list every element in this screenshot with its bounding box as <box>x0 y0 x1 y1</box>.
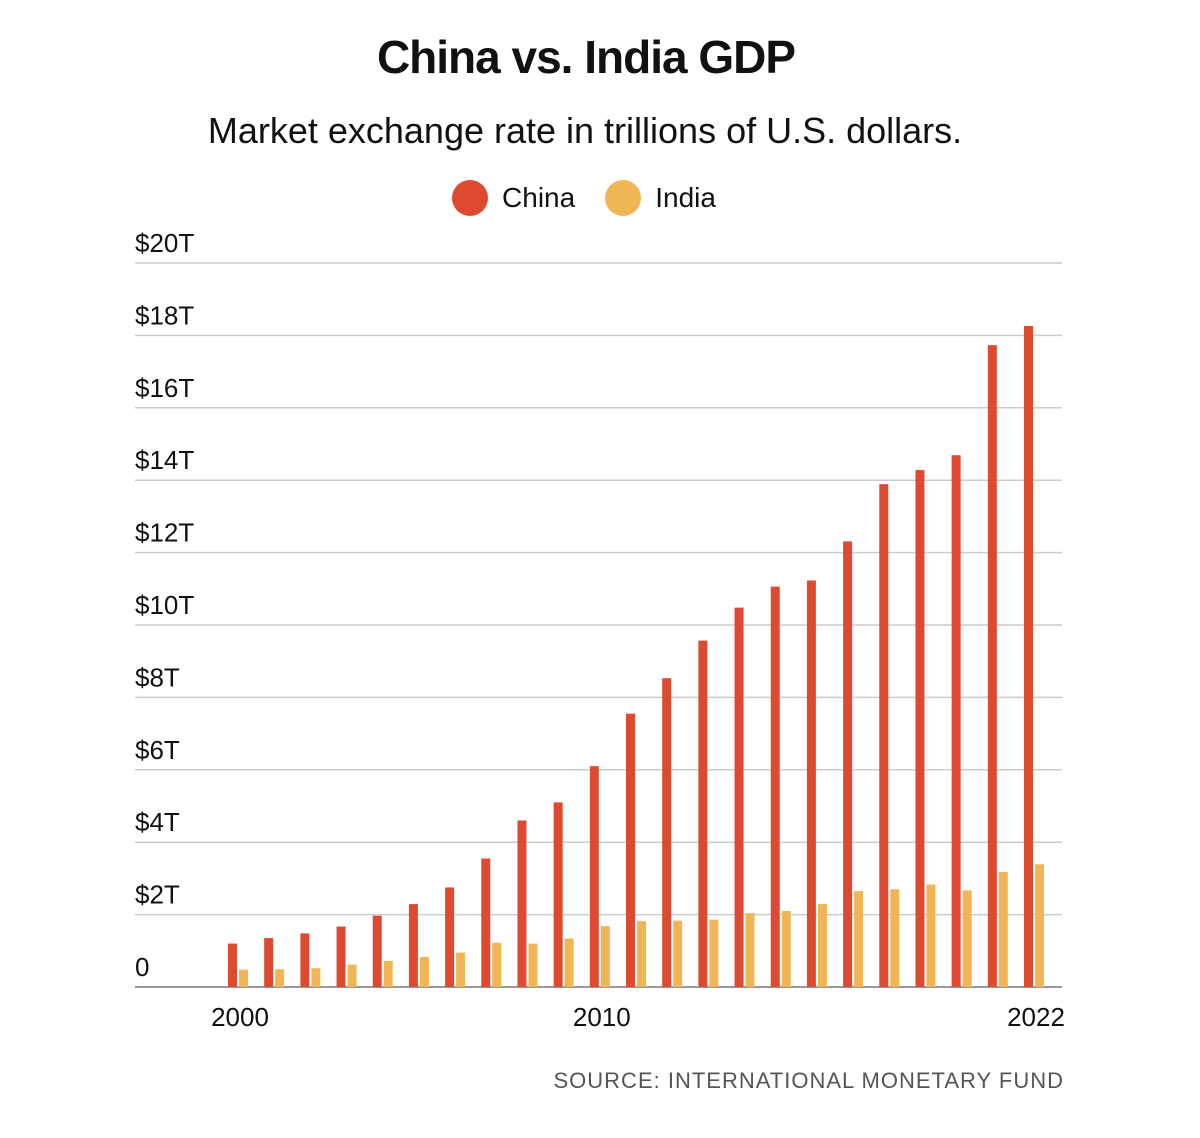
bar-china-2003 <box>336 926 346 987</box>
y-tick-label: 0 <box>135 952 149 982</box>
bar-china-2004 <box>372 915 382 987</box>
bar-china-2005 <box>408 904 418 987</box>
bar-china-2010 <box>589 766 599 987</box>
x-tick-label: 2010 <box>573 1002 631 1032</box>
bar-china-2002 <box>300 933 310 987</box>
y-tick-label: $20T <box>135 228 194 258</box>
bar-india-2010 <box>600 926 610 987</box>
bar-india-2000 <box>239 969 248 987</box>
y-tick-label: $18T <box>135 300 194 330</box>
legend-swatch-china <box>452 180 489 216</box>
bar-china-2022 <box>1024 325 1033 987</box>
bar-india-2009 <box>564 938 574 987</box>
bar-india-2007 <box>492 942 502 987</box>
bar-india-2016 <box>817 904 827 987</box>
bar-china-2020 <box>951 455 961 987</box>
bar-india-2004 <box>383 960 393 987</box>
chart-title: China vs. India GDP <box>376 31 796 83</box>
bar-india-2012 <box>673 920 683 987</box>
bar-china-2009 <box>553 802 563 987</box>
bar-china-2011 <box>626 713 635 987</box>
y-tick-label: $12T <box>135 518 194 548</box>
bar-china-2006 <box>445 887 455 987</box>
chart-legend: China India <box>0 180 1180 216</box>
bar-china-2016 <box>806 580 816 987</box>
bar-china-2013 <box>698 640 708 987</box>
bar-china-2017 <box>843 541 853 987</box>
bar-india-2008 <box>528 943 538 987</box>
legend-item-india: India <box>605 180 716 216</box>
y-tick-label: $16T <box>135 373 194 403</box>
source-note: SOURCE: INTERNATIONAL MONETARY FUND <box>553 1068 1064 1093</box>
bar-india-2003 <box>347 964 357 987</box>
legend-label-china: China <box>502 182 576 213</box>
bar-india-2013 <box>709 919 719 987</box>
bar-china-2021 <box>987 345 997 987</box>
bar-india-2011 <box>637 921 646 987</box>
bar-china-2001 <box>264 938 274 987</box>
x-tick-label: 2022 <box>1007 1002 1065 1032</box>
bar-india-2015 <box>781 910 791 987</box>
bar-china-2008 <box>517 820 527 987</box>
bar-india-2002 <box>311 968 321 987</box>
bar-china-2018 <box>879 484 889 987</box>
bar-india-2005 <box>419 956 429 987</box>
bar-india-2018 <box>890 889 900 987</box>
y-tick-label: $4T <box>135 807 180 837</box>
bar-india-2014 <box>745 913 755 987</box>
legend-swatch-india <box>605 180 642 216</box>
bar-china-2007 <box>481 858 491 987</box>
legend-item-china: China <box>452 180 575 216</box>
bar-china-2019 <box>915 470 925 988</box>
x-tick-label: 2000 <box>211 1002 269 1032</box>
bar-china-2012 <box>662 678 672 987</box>
bar-india-2020 <box>962 890 972 987</box>
legend-label-india: India <box>655 182 716 213</box>
y-tick-label: $8T <box>135 662 180 692</box>
y-tick-label: $10T <box>135 590 194 620</box>
chart-subtitle: Market exchange rate in trillions of U.S… <box>207 110 963 151</box>
bar-india-2019 <box>926 884 936 987</box>
y-tick-label: $2T <box>135 880 180 910</box>
bar-india-2021 <box>998 871 1008 987</box>
bar-india-2001 <box>275 969 285 987</box>
bar-chart: 0 $2T $4T $6T $8T $10T $12T $14T $16T $18T $20T 200… <box>135 228 1065 1032</box>
bar-india-2022 <box>1035 864 1044 987</box>
y-tick-label: $14T <box>135 445 194 475</box>
bar-india-2017 <box>854 891 864 987</box>
bar-china-2014 <box>734 607 744 987</box>
y-tick-label: $6T <box>135 735 180 765</box>
bar-china-2000 <box>228 943 237 987</box>
bar-china-2015 <box>770 586 780 987</box>
bar-india-2006 <box>456 952 466 987</box>
